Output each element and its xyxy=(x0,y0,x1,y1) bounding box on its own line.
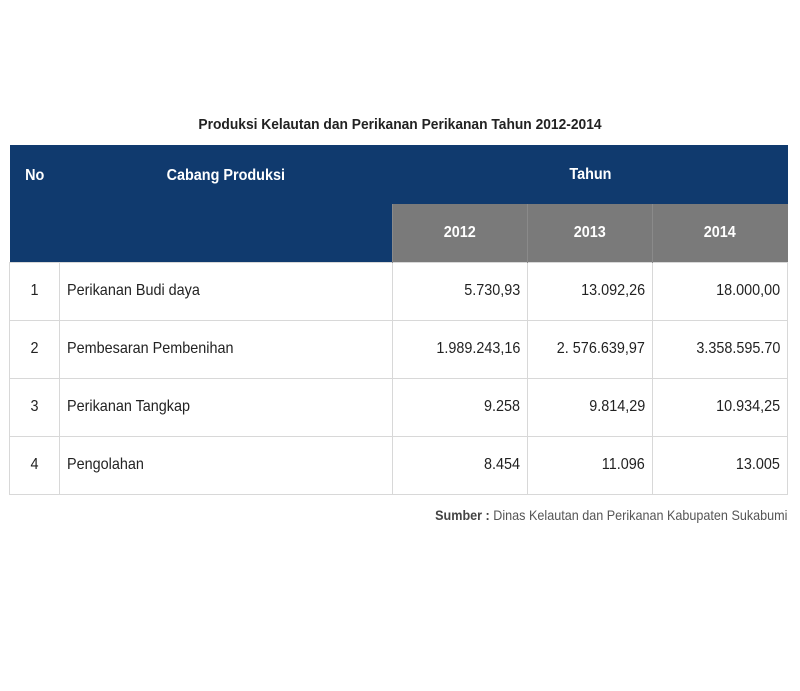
source-label: Sumber : xyxy=(434,507,490,523)
value-2014: 10.934,25 xyxy=(651,377,789,437)
header-row-years: 2012 2013 2014 xyxy=(10,204,788,262)
value-2013: 13.092,26 xyxy=(527,261,653,321)
value-2012: 1.989.243,16 xyxy=(392,319,528,379)
value-2012: 9.258 xyxy=(392,377,528,437)
value-2013: 2. 576.639,97 xyxy=(527,319,653,379)
row-number: 3 xyxy=(9,377,60,437)
row-number: 2 xyxy=(9,319,60,379)
table-row: 4 Pengolahan 8.454 11.096 13.005 xyxy=(9,435,789,495)
row-cabang: Pengolahan xyxy=(59,435,393,495)
row-cabang: Pembesaran Pembenihan xyxy=(59,319,393,379)
table-row: 3 Perikanan Tangkap 9.258 9.814,29 10.93… xyxy=(9,377,789,437)
row-number: 4 xyxy=(9,435,60,495)
row-number: 1 xyxy=(9,261,60,321)
source-text: Dinas Kelautan dan Perikanan Kabupaten S… xyxy=(492,507,787,523)
header-year-2014: 2014 xyxy=(651,204,788,262)
header-year-2012: 2012 xyxy=(392,204,528,262)
header-no: No xyxy=(9,145,60,262)
value-2014: 3.358.595.70 xyxy=(651,319,789,379)
table-row: 2 Pembesaran Pembenihan 1.989.243,16 2. … xyxy=(9,319,789,379)
value-2014: 18.000,00 xyxy=(651,261,789,321)
row-cabang: Perikanan Budi daya xyxy=(59,261,393,321)
header-cabang-produksi: Cabang Produksi xyxy=(59,145,393,262)
value-2013: 9.814,29 xyxy=(527,377,653,437)
value-2014: 13.005 xyxy=(651,435,789,495)
production-table: No Cabang Produksi Tahun 2012 2013 2014 … xyxy=(9,145,789,495)
value-2013: 11.096 xyxy=(527,435,653,495)
value-2012: 8.454 xyxy=(392,435,528,495)
table-row: 1 Perikanan Budi daya 5.730,93 13.092,26… xyxy=(9,261,789,321)
value-2012: 5.730,93 xyxy=(392,261,528,321)
header-tahun: Tahun xyxy=(392,145,788,204)
header-row-top: No Cabang Produksi Tahun xyxy=(9,145,788,262)
header-year-2013: 2013 xyxy=(527,204,653,262)
row-cabang: Perikanan Tangkap xyxy=(59,377,393,437)
table-title: Produksi Kelautan dan Perikanan Perikana… xyxy=(198,116,602,133)
source-note: Sumber : Dinas Kelautan dan Perikanan Ka… xyxy=(435,507,787,523)
